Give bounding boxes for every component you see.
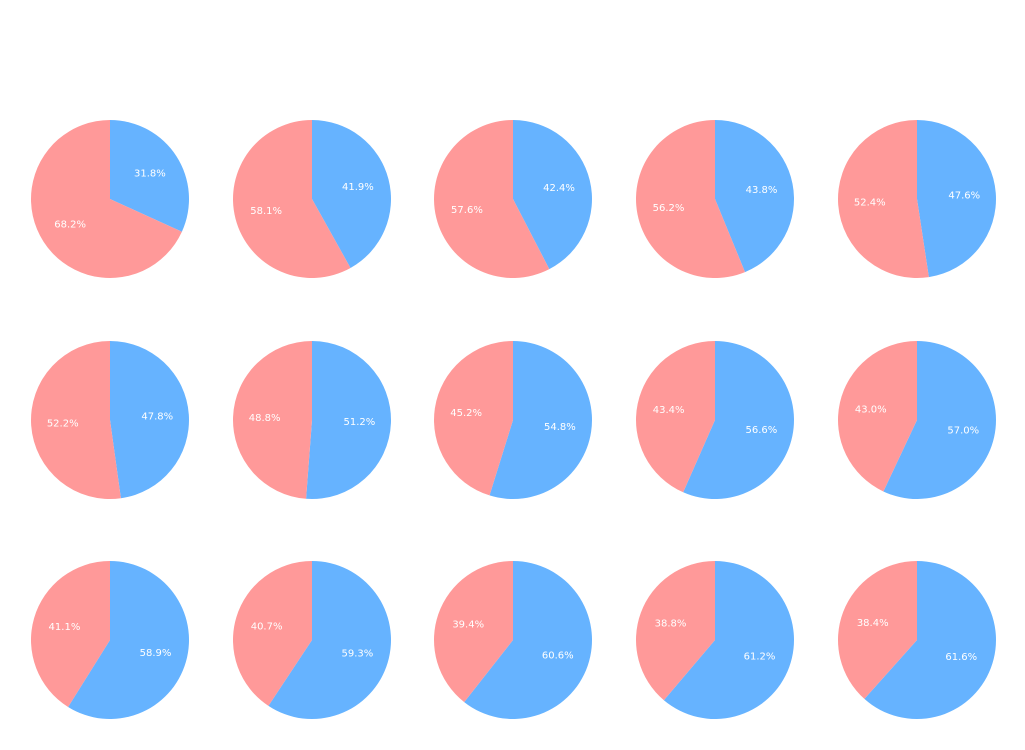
pie-11-slice-1-label: 58.9% <box>140 648 172 659</box>
pie-13-slice-1-label: 60.6% <box>542 650 574 661</box>
pie-chart-5: 47.6% 52.4% <box>837 120 996 278</box>
pie-14-slice-1-label: 61.2% <box>744 651 776 662</box>
pie-chart-2: 41.9% 58.1% <box>233 120 392 278</box>
pie-7-slice-2 <box>232 341 312 499</box>
pie-14-slice-1 <box>663 561 794 719</box>
pie-1-slice-2 <box>31 120 182 279</box>
pie-2-slice-2-label: 58.1% <box>250 206 282 217</box>
pie-3-slice-2-label: 57.6% <box>451 205 483 216</box>
pie-2-slice-1 <box>312 120 392 268</box>
pie-13-slice-2 <box>434 561 513 703</box>
pie-6-slice-2 <box>30 341 121 499</box>
pie-15-slice-1 <box>864 561 996 719</box>
pie-4-slice-1-label: 43.8% <box>746 185 778 196</box>
pie-6-slice-1 <box>110 341 189 499</box>
pie-10-slice-1-label: 57.0% <box>947 425 979 436</box>
pie-11-slice-1 <box>68 561 189 719</box>
pie-chart-7: 51.2% 48.8% <box>232 341 391 499</box>
pie-chart-11: 58.9% 41.1% <box>30 561 189 719</box>
pie-8-slice-2-label: 45.2% <box>450 408 482 419</box>
pie-5-slice-2 <box>837 120 929 278</box>
pie-12-slice-1-label: 59.3% <box>342 649 374 660</box>
pie-6-slice-1-label: 47.8% <box>141 412 173 423</box>
pie-chart-1: 31.8% 68.2% <box>31 120 189 279</box>
pie-14-slice-2-label: 38.8% <box>655 619 687 630</box>
pie-10-slice-2 <box>838 341 917 492</box>
pie-4-slice-2-label: 56.2% <box>653 203 685 214</box>
pie-8-slice-1 <box>489 341 592 499</box>
pie-4-slice-1 <box>715 120 794 273</box>
pie-9-slice-1-label: 56.6% <box>745 425 777 436</box>
pie-10-slice-2-label: 43.0% <box>855 405 887 416</box>
pie-10-slice-1 <box>883 341 996 499</box>
pie-chart-15: 61.6% 38.4% <box>838 561 996 719</box>
pie-12-slice-1 <box>268 561 391 719</box>
pie-5-slice-1 <box>917 120 996 278</box>
pie-8-slice-1-label: 54.8% <box>544 422 576 433</box>
pie-12-slice-2-label: 40.7% <box>251 621 283 632</box>
pie-7-slice-2-label: 48.8% <box>249 413 281 424</box>
pie-chart-3: 42.4% 57.6% <box>434 120 593 278</box>
pie-4-slice-2 <box>635 120 746 279</box>
pie-15-slice-2-label: 38.4% <box>857 618 889 629</box>
pie-2-slice-1-label: 41.9% <box>342 182 374 193</box>
pie-13-slice-1 <box>464 561 592 719</box>
pie-11-slice-2-label: 41.1% <box>49 622 81 633</box>
pie-2-slice-2 <box>233 120 351 278</box>
pie-5-slice-2-label: 52.4% <box>854 198 886 209</box>
pie-14-slice-2 <box>635 561 715 701</box>
pie-12-slice-2 <box>232 561 312 706</box>
pie-8-slice-2 <box>434 341 513 496</box>
pie-chart-8: 54.8% 45.2% <box>434 341 592 499</box>
pie-15-slice-2 <box>838 561 917 699</box>
pie-chart-14: 61.2% 38.8% <box>635 561 794 719</box>
pie-9-slice-2-label: 43.4% <box>653 405 685 416</box>
pie-7-slice-1-label: 51.2% <box>343 417 375 428</box>
pie-chart-13: 60.6% 39.4% <box>434 561 592 719</box>
pie-chart-4: 43.8% 56.2% <box>635 120 794 279</box>
pie-1-slice-1-label: 31.8% <box>134 168 166 179</box>
pie-3-slice-1 <box>513 120 593 270</box>
pie-chart-10: 57.0% 43.0% <box>838 341 996 499</box>
pie-chart-12: 59.3% 40.7% <box>232 561 391 719</box>
pie-9-slice-1 <box>683 341 795 499</box>
pie-7-slice-1 <box>306 341 391 499</box>
pie-13-slice-2-label: 39.4% <box>452 620 484 631</box>
pie-11-slice-2 <box>30 561 110 707</box>
pie-15-slice-1-label: 61.6% <box>945 652 977 663</box>
pie-chart-9: 56.6% 43.4% <box>636 341 795 499</box>
pie-5-slice-1-label: 47.6% <box>948 190 980 201</box>
pie-chart-6: 47.8% 52.2% <box>30 341 189 499</box>
pie-3-slice-1-label: 42.4% <box>543 183 575 194</box>
pie-1-slice-1 <box>110 120 189 232</box>
pie-1-slice-2-label: 68.2% <box>54 220 86 231</box>
pie-9-slice-2 <box>636 341 715 493</box>
pie-6-slice-2-label: 52.2% <box>47 418 79 429</box>
pie-3-slice-2 <box>434 120 550 278</box>
